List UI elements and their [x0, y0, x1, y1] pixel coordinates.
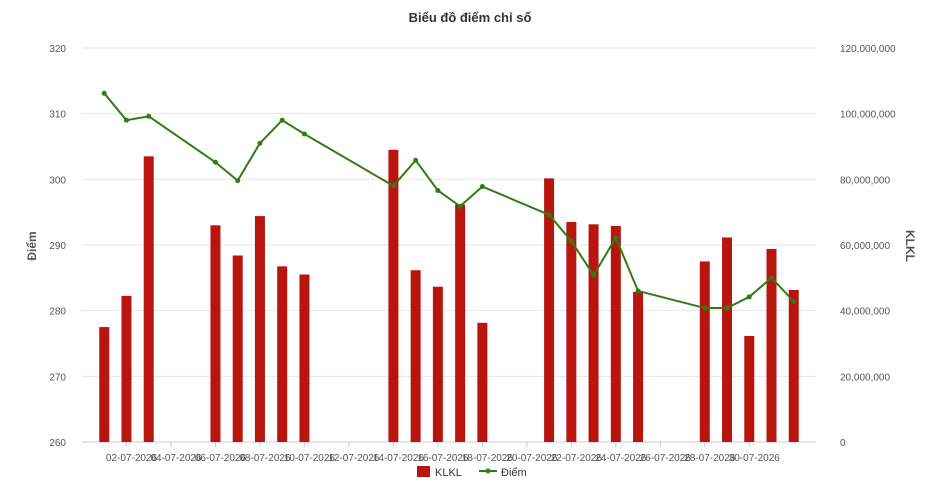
- x-tick-label: 08-07-2026: [239, 453, 291, 464]
- left-tick-label: 270: [49, 372, 66, 383]
- klkl-bar[interactable]: [633, 291, 644, 442]
- x-tick-label: 10-07-2026: [284, 453, 336, 464]
- klkl-bar[interactable]: [388, 149, 399, 443]
- x-tick-label: 02-07-2026: [106, 453, 158, 464]
- diem-point[interactable]: [123, 117, 129, 123]
- klkl-bar[interactable]: [455, 204, 466, 442]
- diem-point[interactable]: [591, 272, 597, 278]
- x-tick-label: 30-07-2026: [729, 453, 781, 464]
- right-tick-label: 0: [840, 438, 846, 449]
- klkl-bar[interactable]: [432, 286, 443, 442]
- legend-diem-label[interactable]: Điểm: [501, 467, 527, 479]
- klkl-bar[interactable]: [544, 178, 555, 442]
- klkl-bar[interactable]: [410, 270, 421, 442]
- klkl-bar[interactable]: [766, 248, 777, 442]
- legend: KLKL Điểm: [417, 466, 527, 479]
- diem-point[interactable]: [390, 183, 396, 189]
- x-axis: 02-07-202604-07-202606-07-202608-07-2026…: [106, 442, 780, 464]
- diem-point[interactable]: [146, 113, 152, 119]
- left-tick-label: 260: [49, 438, 66, 449]
- legend-klkl-label[interactable]: KLKL: [435, 467, 462, 479]
- klkl-bar[interactable]: [254, 216, 265, 442]
- diem-point[interactable]: [279, 117, 285, 123]
- diem-line: [103, 92, 795, 310]
- diem-point[interactable]: [769, 275, 775, 281]
- klkl-bar[interactable]: [121, 295, 132, 442]
- diem-point[interactable]: [457, 203, 463, 209]
- klkl-bar[interactable]: [588, 224, 599, 442]
- klkl-bar[interactable]: [566, 222, 577, 442]
- right-tick-label: 40,000,000: [840, 307, 890, 318]
- diem-point[interactable]: [613, 235, 619, 241]
- klkl-bar[interactable]: [299, 274, 310, 442]
- x-tick-label: 26-07-2026: [640, 453, 692, 464]
- left-tick-label: 320: [49, 44, 66, 55]
- diem-point[interactable]: [568, 238, 574, 244]
- right-axis: 120,000,000 100,000,000 80,000,000 60,000,0…: [840, 44, 896, 449]
- klkl-bar[interactable]: [699, 261, 710, 442]
- x-tick-label: 14-07-2026: [373, 453, 425, 464]
- diem-point[interactable]: [791, 298, 797, 304]
- klkl-bar[interactable]: [744, 335, 755, 442]
- left-tick-label: 290: [49, 241, 66, 252]
- klkl-bar[interactable]: [277, 266, 288, 442]
- left-tick-label: 310: [49, 110, 66, 121]
- klkl-bar[interactable]: [232, 255, 243, 442]
- klkl-bar[interactable]: [788, 289, 799, 442]
- x-tick-label: 12-07-2026: [328, 453, 380, 464]
- x-tick-label: 16-07-2026: [417, 453, 469, 464]
- klkl-bar[interactable]: [99, 327, 110, 442]
- diem-point[interactable]: [212, 159, 218, 165]
- klkl-bar[interactable]: [143, 156, 154, 442]
- right-tick-label: 120,000,000: [840, 44, 896, 55]
- left-tick-label: 300: [49, 175, 66, 186]
- diem-point[interactable]: [413, 157, 419, 163]
- klkl-bar[interactable]: [722, 237, 733, 442]
- right-axis-title: KLKL: [903, 230, 917, 262]
- diem-point[interactable]: [235, 178, 241, 184]
- x-tick-label: 06-07-2026: [195, 453, 247, 464]
- line-series: [101, 90, 797, 311]
- diem-point[interactable]: [546, 212, 552, 218]
- diem-point[interactable]: [301, 131, 307, 137]
- diem-point[interactable]: [101, 90, 107, 96]
- chart-title: Biểu đồ điểm chỉ số: [409, 10, 532, 25]
- x-tick-label: 04-07-2026: [150, 453, 202, 464]
- left-axis-title: Điểm: [25, 231, 39, 260]
- x-tick-label: 28-07-2026: [684, 453, 736, 464]
- x-tick-label: 20-07-2026: [506, 453, 558, 464]
- right-tick-label: 80,000,000: [840, 175, 890, 186]
- x-tick-label: 22-07-2026: [551, 453, 603, 464]
- diem-point[interactable]: [746, 294, 752, 300]
- right-tick-label: 100,000,000: [840, 110, 896, 121]
- x-tick-label: 18-07-2026: [462, 453, 514, 464]
- legend-diem-marker: [485, 468, 491, 474]
- left-axis: 320 310 300 290 280 270 260: [49, 44, 66, 449]
- grid: [82, 47, 816, 443]
- right-tick-label: 60,000,000: [840, 241, 890, 252]
- bar-series: [99, 149, 799, 443]
- diem-point[interactable]: [435, 187, 441, 193]
- legend-klkl-swatch: [417, 466, 430, 477]
- x-tick-label: 24-07-2026: [595, 453, 647, 464]
- diem-point[interactable]: [702, 305, 708, 311]
- klkl-bar[interactable]: [210, 225, 221, 442]
- right-tick-label: 20,000,000: [840, 372, 890, 383]
- diem-point[interactable]: [257, 140, 263, 146]
- diem-point[interactable]: [479, 184, 485, 190]
- diem-point[interactable]: [635, 288, 641, 294]
- klkl-bar[interactable]: [610, 225, 621, 442]
- klkl-bar[interactable]: [477, 322, 488, 442]
- left-tick-label: 280: [49, 307, 66, 318]
- diem-point[interactable]: [724, 305, 730, 311]
